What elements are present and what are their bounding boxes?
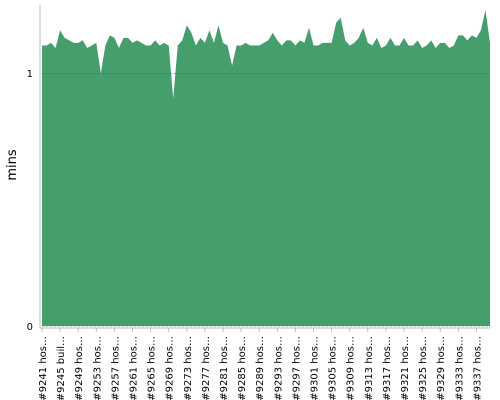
- x-tick-label: #9245 buil…: [56, 336, 67, 400]
- x-tick-label: #9337 hos…: [472, 336, 483, 400]
- x-tick-label: #9321 hos…: [400, 336, 411, 400]
- x-tick-label: #9309 hos…: [346, 336, 357, 400]
- x-tick-label: #9325 hos…: [418, 336, 429, 400]
- x-tick-label: #9261 hos…: [129, 336, 140, 400]
- x-tick-label: #9241 hos…: [38, 336, 49, 400]
- x-tick-label: #9285 hos…: [237, 336, 248, 400]
- x-tick-label: #9281 hos…: [219, 336, 230, 400]
- x-tick-label: #9257 hos…: [110, 336, 121, 400]
- x-tick-label: #9329 hos…: [436, 336, 447, 400]
- x-tick-label: #9305 hos…: [328, 336, 339, 400]
- area: [42, 10, 490, 327]
- x-tick-label: #9289 hos…: [255, 336, 266, 400]
- y-tick-label: 1: [27, 69, 33, 80]
- x-tick-label: #9273 hos…: [183, 336, 194, 400]
- x-tick-label: #9301 hos…: [310, 336, 321, 400]
- x-tick-label: #9265 hos…: [147, 336, 158, 400]
- x-tick-label: #9253 hos…: [92, 336, 103, 400]
- x-tick-label: #9293 hos…: [273, 336, 284, 400]
- x-tick-label: #9317 hos…: [382, 336, 393, 400]
- x-tick-label: #9277 hos…: [201, 336, 212, 400]
- x-tick-label: #9269 hos…: [165, 336, 176, 400]
- x-tick-label: #9249 hos…: [74, 336, 85, 400]
- x-tick-label: #9297 hos…: [291, 336, 302, 400]
- y-tick-label: 0: [27, 322, 33, 333]
- x-tick-label: #9333 hos…: [454, 336, 465, 400]
- x-tick-label: #9313 hos…: [364, 336, 375, 400]
- y-axis-label: mins: [5, 149, 20, 181]
